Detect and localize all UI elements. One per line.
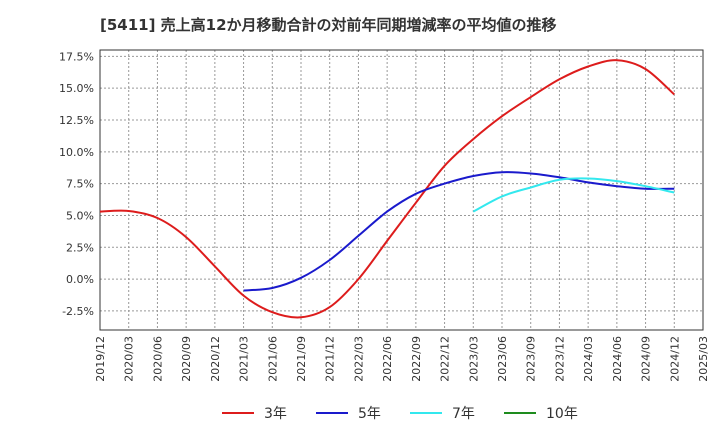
x-tick-label: 2021/12 [324,336,337,382]
series-line-5年 [243,171,675,292]
x-tick-label: 2022/06 [381,336,394,382]
legend-label: 3年 [264,406,287,422]
x-tick-label: 2021/06 [266,336,279,382]
x-tick-label: 2022/09 [410,336,423,382]
y-tick-label: 2.5% [66,241,94,254]
x-tick-label: 2020/06 [151,336,164,382]
x-tick-label: 2025/03 [697,336,710,382]
y-tick-label: -2.5% [62,305,94,318]
x-tick-label: 2024/03 [582,336,595,382]
x-tick-label: 2023/12 [553,336,566,382]
x-tick-label: 2024/09 [640,336,653,382]
x-tick-label: 2022/03 [352,336,365,382]
x-tick-label: 2020/09 [180,336,193,382]
y-tick-label: 17.5% [59,50,94,63]
plot-frame [99,49,704,331]
x-tick-label: 2022/12 [439,336,452,382]
x-tick-label: 2021/03 [238,336,251,382]
y-tick-label: 7.5% [66,178,94,191]
x-tick-label: 2023/09 [525,336,538,382]
legend-label: 5年 [358,406,381,422]
series-line-7年 [472,177,675,213]
y-tick-label: 0.0% [66,273,94,286]
chart-title: [5411] 売上高12か月移動合計の対前年同期増減率の平均値の推移 [100,16,557,34]
x-tick-label: 2023/06 [496,336,509,382]
x-tick-label: 2023/03 [467,336,480,382]
series-line-3年 [99,59,675,319]
y-tick-label: 15.0% [59,82,94,95]
x-tick-label: 2020/12 [209,336,222,382]
legend-label: 7年 [452,406,475,422]
y-tick-label: 10.0% [59,146,94,159]
y-tick-label: 5.0% [66,209,94,222]
x-tick-label: 2019/12 [94,336,107,382]
x-tick-label: 2024/12 [668,336,681,382]
x-tick-label: 2020/03 [123,336,136,382]
legend-label: 10年 [546,406,578,422]
y-tick-label: 12.5% [59,114,94,127]
x-tick-label: 2021/09 [295,336,308,382]
x-tick-label: 2024/06 [611,336,624,382]
